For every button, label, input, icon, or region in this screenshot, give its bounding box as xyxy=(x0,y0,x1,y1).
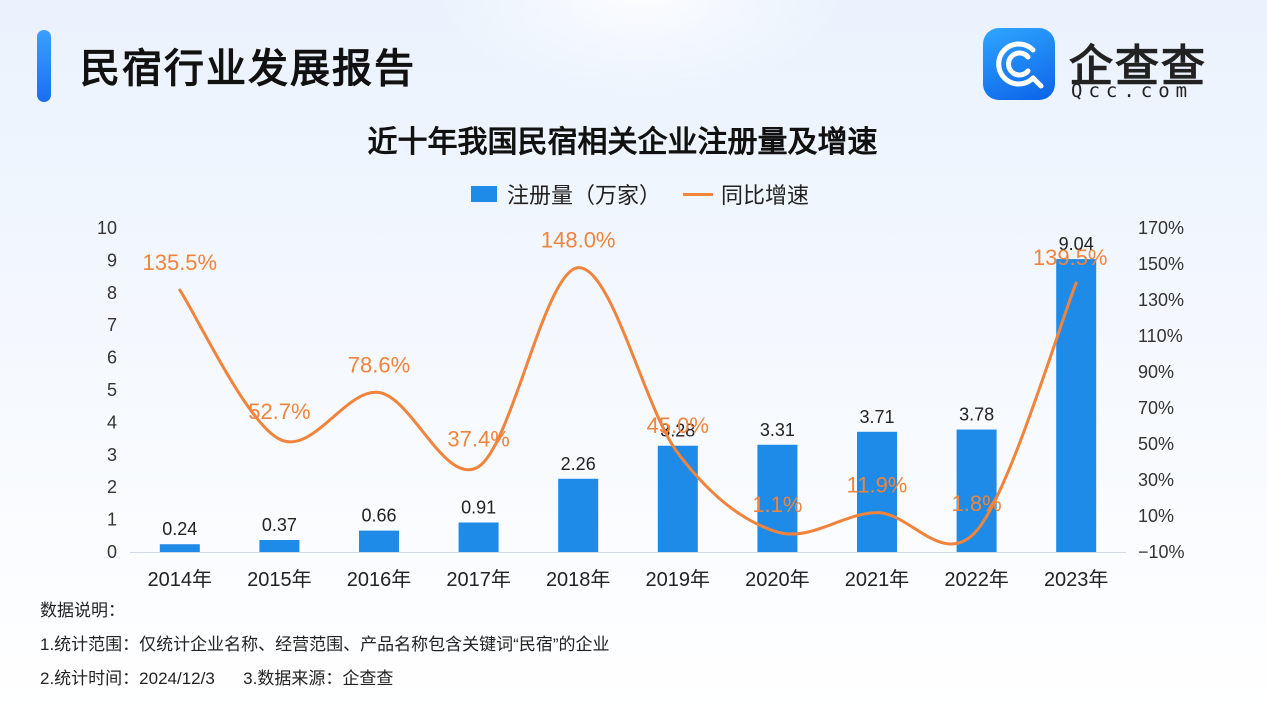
page-title: 民宿行业发展报告 xyxy=(80,46,416,92)
chart-canvas: 0 1 2 3 4 5 6 7 8 9 10 −10% 10% 30% 50% 70% 90% 110% 130% 1… xyxy=(97,218,1185,591)
bar xyxy=(359,530,399,552)
legend-line-label: 同比增速 xyxy=(721,184,810,209)
notes-time-source: 2.统计时间：2024/12/3 3.数据来源：企查查 xyxy=(40,669,394,688)
y-left-tick-label: 5 xyxy=(107,380,117,400)
x-tick-label: 2016年 xyxy=(347,568,412,591)
bar-data-label: 0.24 xyxy=(162,519,197,539)
legend-bar-label: 注册量（万家） xyxy=(507,184,662,209)
x-tick-label: 2023年 xyxy=(1044,568,1109,591)
growth-rate-label: 1.8% xyxy=(952,491,1002,516)
bar xyxy=(558,478,599,552)
x-tick-label: 2017年 xyxy=(446,568,511,591)
y-left-tick-label: 1 xyxy=(107,510,117,530)
y-left-tick-label: 0 xyxy=(107,542,117,562)
logo-url: Qcc.com xyxy=(1071,80,1194,102)
growth-rate-label: 78.6% xyxy=(348,353,410,378)
bar-data-label: 3.28 xyxy=(660,421,695,441)
growth-rate-label: 139.5% xyxy=(1033,245,1108,270)
y-right-tick-label: 30% xyxy=(1138,470,1174,490)
notes-scope: 1.统计范围：仅统计企业名称、经营范围、产品名称包含关键词“民宿”的企业 xyxy=(40,635,610,654)
x-tick-label: 2019年 xyxy=(646,568,711,591)
x-tick-label: 2021年 xyxy=(845,568,910,591)
x-tick-label: 2015年 xyxy=(247,568,312,591)
logo-name: 企查查 xyxy=(1069,41,1207,92)
chart-legend: 注册量（万家） 同比增速 xyxy=(471,180,810,209)
y-left-tick-label: 6 xyxy=(107,348,117,368)
qcc-logo: 企查查 Qcc.com xyxy=(983,28,1233,104)
y-right-tick-label: 150% xyxy=(1138,254,1184,274)
y-right-tick-label: −10% xyxy=(1138,542,1185,562)
x-tick-label: 2022年 xyxy=(944,568,1009,591)
y-left-tick-label: 7 xyxy=(107,315,117,335)
y-left-tick-label: 2 xyxy=(107,477,117,497)
logo-mark-icon xyxy=(983,28,1055,100)
title-accent-bar xyxy=(37,30,51,102)
bar xyxy=(857,431,897,552)
bar-data-label: 3.78 xyxy=(959,405,994,425)
y-left-tick-label: 4 xyxy=(107,412,117,432)
bar xyxy=(259,540,300,552)
bar-data-label: 2.26 xyxy=(561,454,596,474)
bar xyxy=(1056,259,1097,552)
notes-heading: 数据说明： xyxy=(40,601,125,620)
bar xyxy=(458,522,499,552)
x-tick-label: 2018年 xyxy=(546,568,611,591)
growth-rate-label: 11.9% xyxy=(847,473,908,498)
bar-data-label: 0.66 xyxy=(361,506,396,526)
y-right-tick-label: 130% xyxy=(1138,290,1184,310)
growth-rate-label: 45.0% xyxy=(647,413,709,438)
growth-rate-label: 1.1% xyxy=(752,492,802,517)
y-left-tick-label: 3 xyxy=(107,445,117,465)
growth-rate-line xyxy=(178,266,1078,546)
growth-rate-label: 37.4% xyxy=(447,427,509,452)
bar-data-label: 0.37 xyxy=(262,515,297,535)
bar xyxy=(159,544,200,552)
y-right-tick-label: 170% xyxy=(1138,218,1184,238)
bar-data-label: 3.71 xyxy=(859,407,894,427)
y-right-tick-label: 110% xyxy=(1138,326,1183,346)
growth-rate-label: 148.0% xyxy=(541,228,616,253)
data-notes: 数据说明： 1.统计范围：仅统计企业名称、经营范围、产品名称包含关键词“民宿”的… xyxy=(40,600,610,702)
legend-bar-swatch xyxy=(471,186,497,202)
growth-rate-label: 135.5% xyxy=(142,250,217,275)
chart-title: 近十年我国民宿相关企业注册量及增速 xyxy=(367,125,878,160)
y-left-tick-label: 9 xyxy=(107,250,117,270)
legend-line-swatch xyxy=(683,192,714,196)
bar-data-label: 9.04 xyxy=(1059,234,1094,254)
x-tick-label: 2014年 xyxy=(148,568,213,591)
growth-rate-label: 52.7% xyxy=(248,399,310,424)
x-tick-label: 2020年 xyxy=(745,568,810,591)
bar-data-label: 3.31 xyxy=(760,420,795,440)
y-left-tick-label: 10 xyxy=(97,218,117,238)
bar xyxy=(657,445,698,552)
y-left-tick-label: 8 xyxy=(107,283,117,303)
y-right-tick-label: 50% xyxy=(1138,434,1174,454)
bar-data-label: 0.91 xyxy=(461,498,496,518)
y-right-tick-label: 10% xyxy=(1138,506,1174,526)
y-right-tick-label: 90% xyxy=(1138,362,1174,382)
y-right-tick-label: 70% xyxy=(1138,398,1174,418)
